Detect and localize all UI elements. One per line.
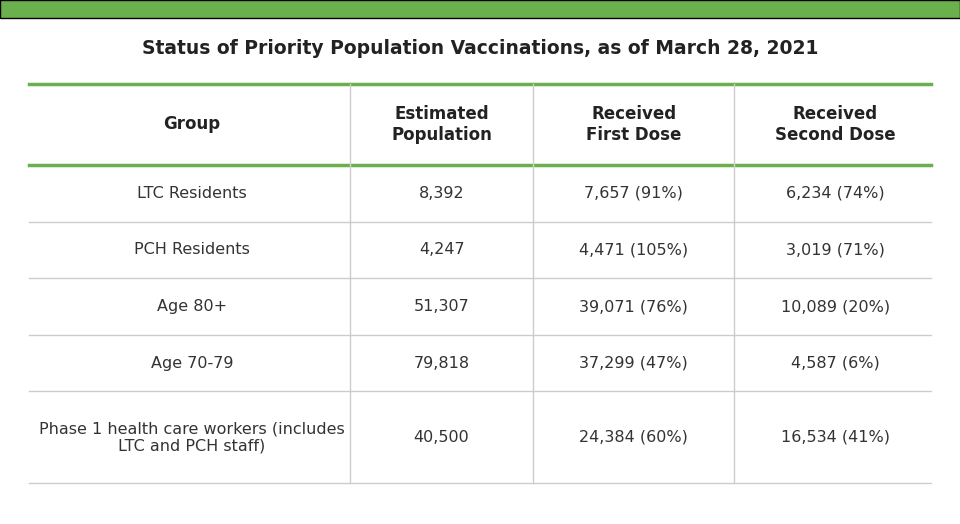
Text: Received
First Dose: Received First Dose — [586, 105, 682, 144]
Text: 37,299 (47%): 37,299 (47%) — [579, 356, 688, 370]
Text: Age 80+: Age 80+ — [156, 299, 228, 314]
Text: Estimated
Population: Estimated Population — [391, 105, 492, 144]
Text: 8,392: 8,392 — [419, 186, 465, 201]
Text: 6,234 (74%): 6,234 (74%) — [786, 186, 884, 201]
Text: Status of Priority Population Vaccinations, as of March 28, 2021: Status of Priority Population Vaccinatio… — [142, 39, 818, 58]
Text: Phase 1 health care workers (includes
LTC and PCH staff): Phase 1 health care workers (includes LT… — [39, 421, 345, 453]
Text: 79,818: 79,818 — [414, 356, 469, 370]
Text: 4,471 (105%): 4,471 (105%) — [579, 243, 688, 257]
Text: 7,657 (91%): 7,657 (91%) — [585, 186, 683, 201]
Text: 4,587 (6%): 4,587 (6%) — [791, 356, 879, 370]
Text: PCH Residents: PCH Residents — [134, 243, 250, 257]
Text: Group: Group — [163, 115, 221, 134]
Text: 3,019 (71%): 3,019 (71%) — [786, 243, 884, 257]
Text: Received
Second Dose: Received Second Dose — [775, 105, 896, 144]
Text: 16,534 (41%): 16,534 (41%) — [780, 430, 890, 445]
Text: 10,089 (20%): 10,089 (20%) — [780, 299, 890, 314]
Text: 40,500: 40,500 — [414, 430, 469, 445]
Text: LTC Residents: LTC Residents — [137, 186, 247, 201]
Text: 39,071 (76%): 39,071 (76%) — [579, 299, 688, 314]
Text: 24,384 (60%): 24,384 (60%) — [579, 430, 688, 445]
Text: 51,307: 51,307 — [414, 299, 469, 314]
Text: Age 70-79: Age 70-79 — [151, 356, 233, 370]
Text: 4,247: 4,247 — [419, 243, 465, 257]
